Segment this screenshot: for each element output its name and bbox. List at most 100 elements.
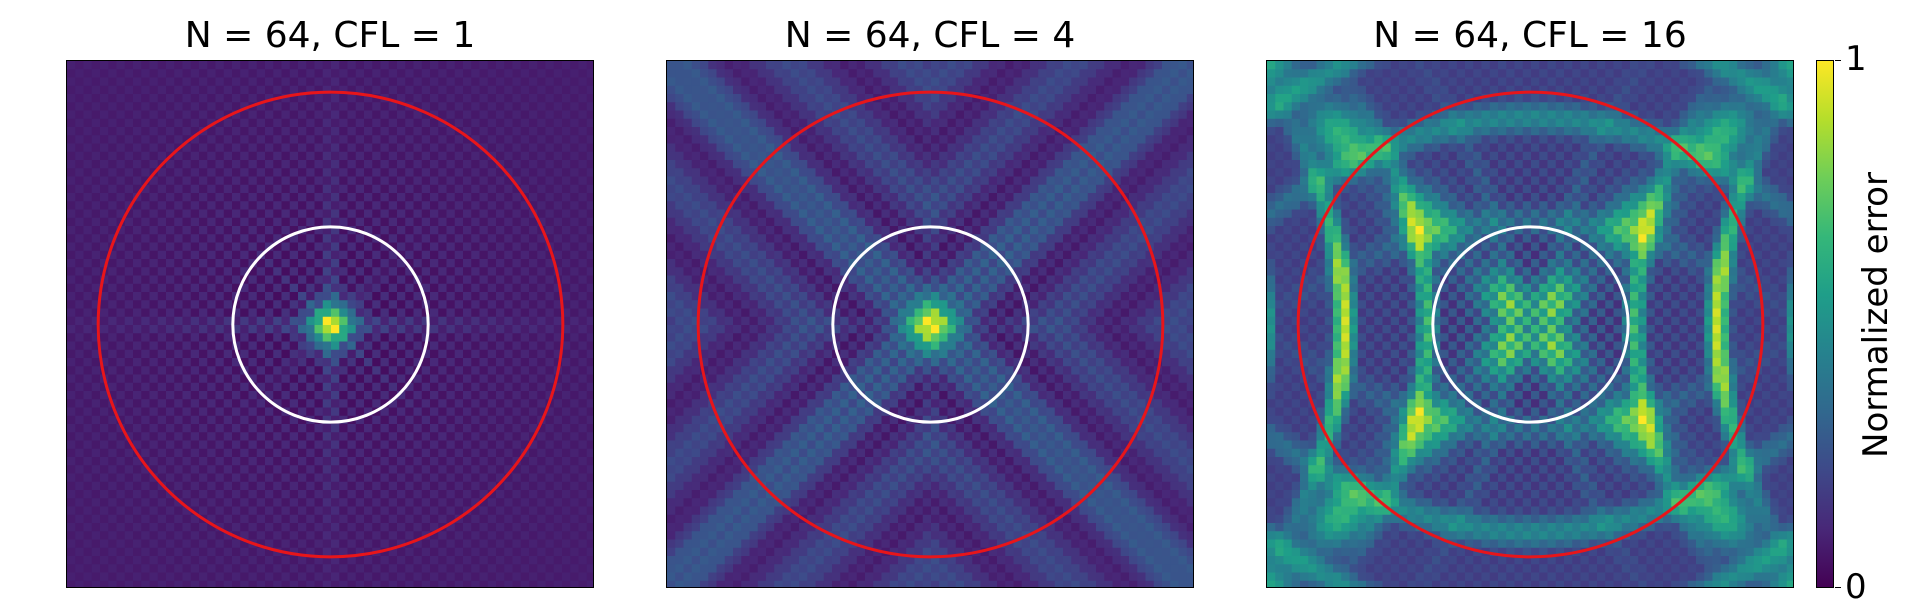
heatmap-cell: [496, 77, 505, 87]
heatmap-cell: [273, 242, 282, 252]
heatmap-cell: [347, 94, 357, 103]
heatmap-cell: [314, 151, 324, 161]
heatmap-cell: [100, 94, 109, 103]
heatmap-cell: [157, 490, 167, 499]
heatmap-cell: [578, 374, 588, 384]
heatmap-cell: [520, 440, 530, 450]
heatmap-cell: [471, 498, 480, 507]
heatmap-cell: [832, 127, 841, 136]
heatmap-cell: [570, 275, 579, 285]
heatmap-cell: [380, 523, 390, 532]
heatmap-cell: [586, 69, 593, 78]
heatmap-cell: [141, 440, 150, 450]
heatmap-cell: [248, 135, 258, 144]
heatmap-cell: [248, 275, 258, 285]
heatmap-cell: [520, 325, 530, 334]
heatmap-cell: [388, 85, 398, 95]
heatmap-cell: [149, 209, 159, 219]
heatmap-cell: [1178, 77, 1188, 87]
heatmap-cell: [716, 118, 726, 128]
heatmap-cell: [199, 316, 208, 326]
heatmap-cell: [487, 424, 497, 433]
heatmap-cell: [1021, 85, 1031, 95]
heatmap-cell: [397, 333, 406, 342]
heatmap-cell: [471, 465, 480, 474]
heatmap-cell: [322, 440, 332, 450]
heatmap-cell: [840, 135, 849, 144]
heatmap-cell: [141, 415, 150, 425]
heatmap-cell: [430, 523, 439, 532]
heatmap-cell: [322, 391, 332, 400]
heatmap-cell: [364, 448, 373, 458]
heatmap-cell: [306, 300, 315, 309]
heatmap-cell: [182, 341, 192, 351]
heatmap-cell: [306, 473, 315, 483]
heatmap-cell: [83, 193, 93, 202]
heatmap-cell: [133, 118, 142, 128]
heatmap-cell: [504, 275, 513, 285]
heatmap-cell: [281, 432, 291, 441]
heatmap-cell: [289, 448, 299, 458]
heatmap-cell: [116, 531, 126, 540]
heatmap-cell: [972, 77, 981, 87]
heatmap-cell: [364, 118, 373, 128]
heatmap-cell: [479, 440, 489, 450]
heatmap-cell: [67, 514, 76, 524]
heatmap-cell: [75, 440, 84, 450]
heatmap-cell: [273, 160, 282, 169]
heatmap-cell: [314, 69, 324, 78]
heatmap-cell: [314, 118, 324, 128]
heatmap-cell: [1079, 77, 1089, 87]
heatmap-cell: [520, 234, 530, 243]
heatmap-cell: [454, 341, 464, 351]
heatmap-cell: [931, 61, 940, 70]
heatmap-cell: [479, 267, 489, 276]
heatmap-cell: [413, 382, 423, 392]
heatmap-cell: [331, 391, 340, 400]
heatmap-cell: [182, 506, 192, 516]
heatmap-cell: [504, 283, 513, 293]
heatmap-cell: [840, 118, 849, 128]
heatmap-cell: [380, 514, 390, 524]
heatmap-cell: [955, 77, 965, 87]
heatmap-cell: [207, 234, 216, 243]
heatmap-cell: [980, 85, 990, 95]
heatmap-cell: [774, 160, 783, 169]
heatmap-cell: [133, 226, 142, 235]
heatmap-cell: [298, 94, 307, 103]
heatmap-cell: [182, 160, 192, 169]
heatmap-cell: [553, 283, 563, 293]
heatmap-cell: [471, 69, 480, 78]
heatmap-cell: [496, 564, 505, 573]
heatmap-cell: [281, 69, 291, 78]
heatmap-cell: [578, 85, 588, 95]
heatmap-cell: [438, 349, 447, 359]
heatmap-cell: [190, 143, 200, 153]
heatmap-cell: [553, 193, 563, 202]
heatmap-cell: [347, 283, 357, 293]
heatmap-cell: [733, 77, 742, 87]
heatmap-cell: [691, 143, 701, 153]
heatmap-cell: [586, 580, 593, 587]
heatmap-cell: [108, 316, 117, 326]
heatmap-cell: [207, 184, 216, 194]
heatmap-cell: [199, 283, 208, 293]
heatmap-cell: [881, 61, 891, 70]
heatmap-cell: [124, 572, 134, 582]
heatmap-cell: [438, 184, 447, 194]
heatmap-cell: [675, 102, 684, 111]
heatmap-cell: [405, 193, 414, 202]
heatmap-cell: [438, 407, 447, 417]
heatmap-cell: [207, 325, 216, 334]
heatmap-cell: [1038, 61, 1047, 70]
heatmap-cell: [215, 127, 225, 136]
heatmap-cell: [1079, 94, 1089, 103]
heatmap-cell: [265, 102, 274, 111]
heatmap-cell: [520, 209, 530, 219]
heatmap-cell: [273, 415, 282, 425]
heatmap-cell: [347, 69, 357, 78]
heatmap-cell: [339, 217, 348, 227]
heatmap-cell: [413, 424, 423, 433]
heatmap-cell: [512, 160, 522, 169]
heatmap-cell: [339, 325, 348, 334]
